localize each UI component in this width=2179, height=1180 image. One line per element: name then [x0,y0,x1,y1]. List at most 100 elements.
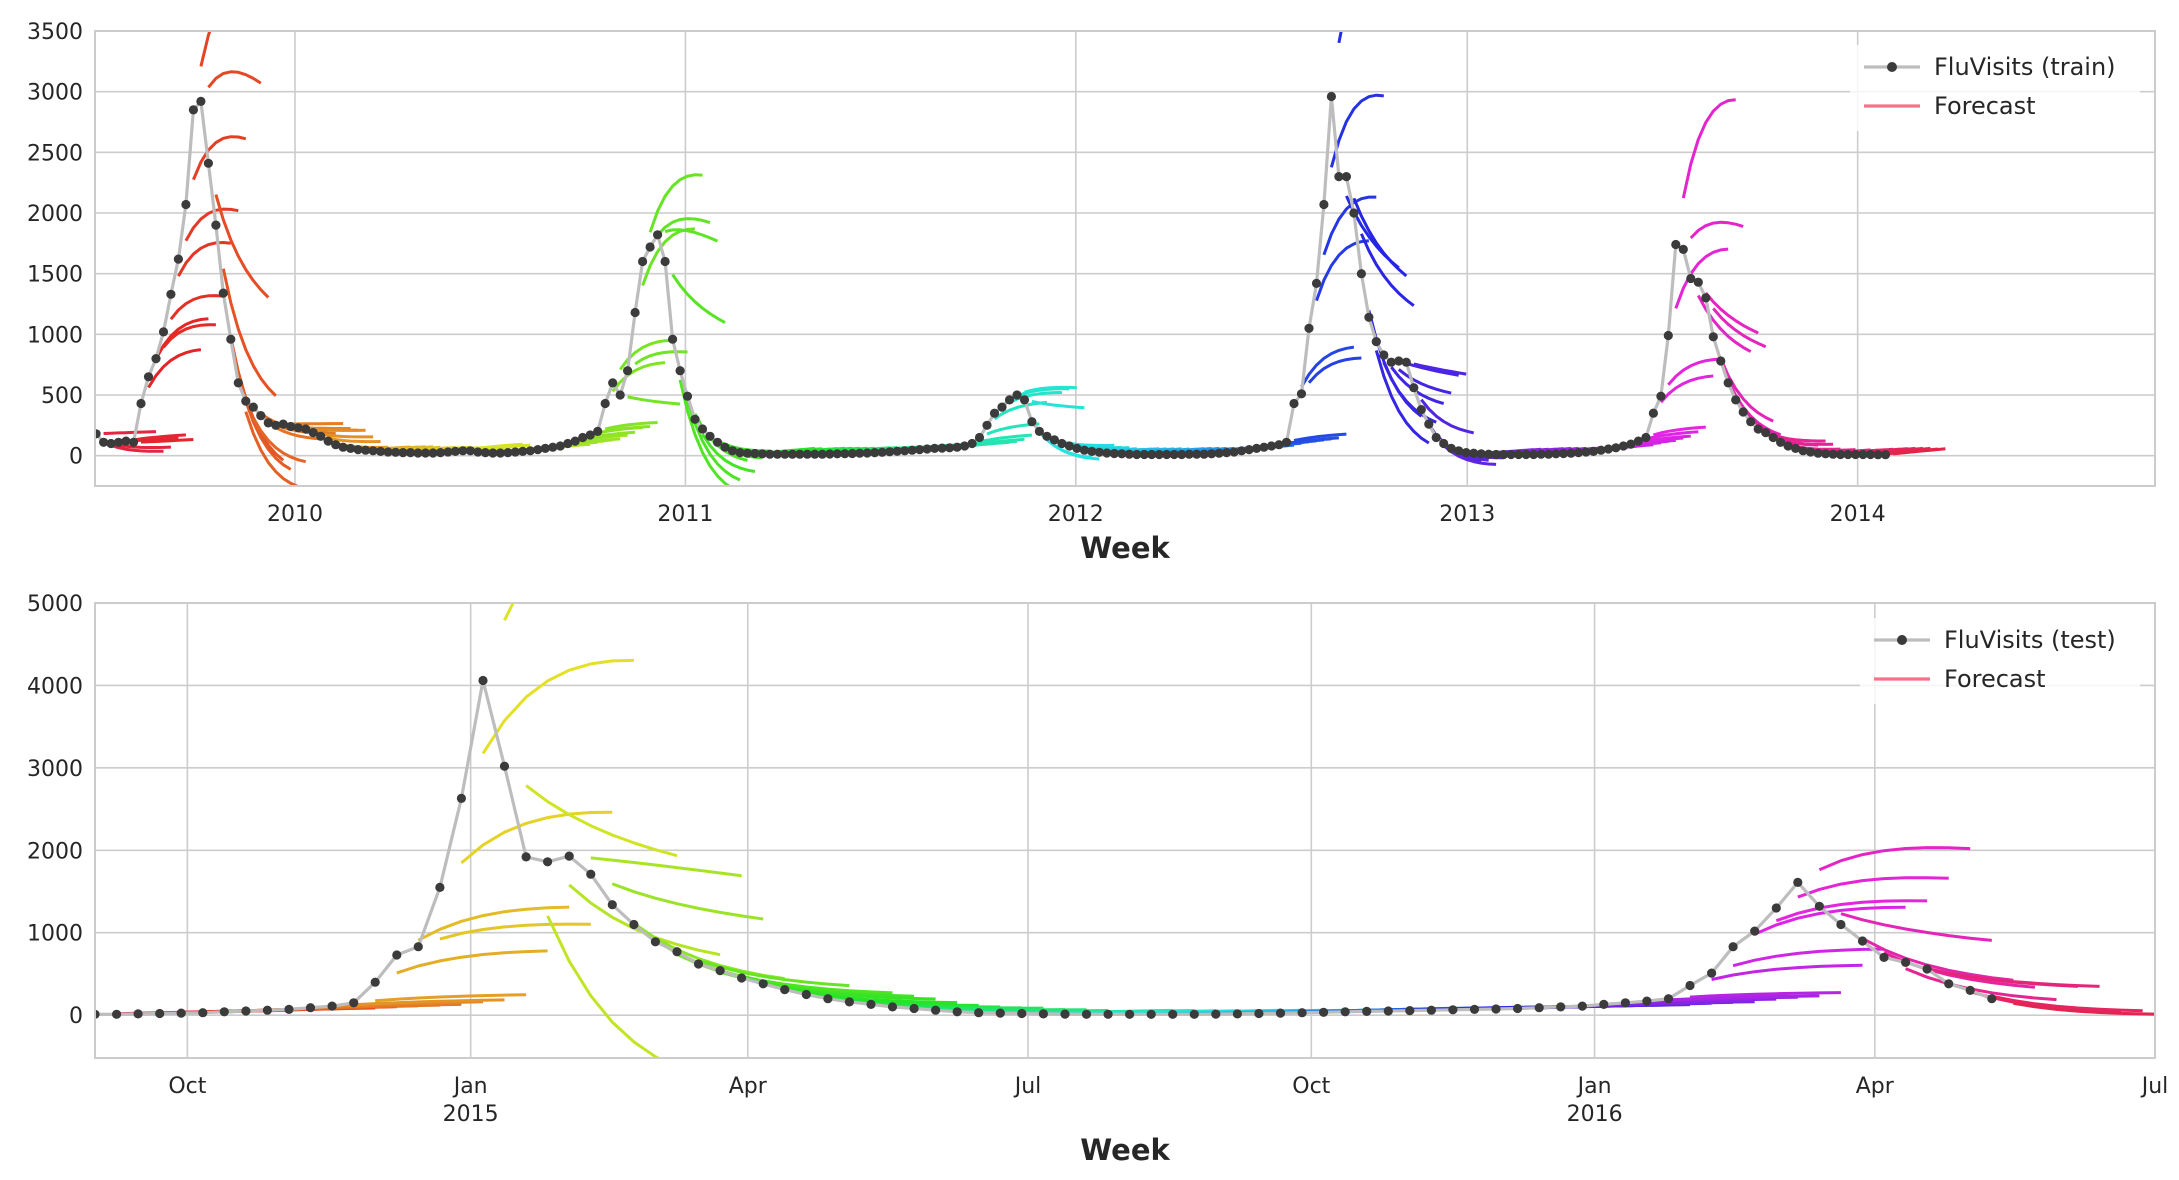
observed-point [376,446,386,456]
observed-series [95,91,1891,460]
observed-point [113,437,124,447]
observed-point [1222,448,1232,458]
forecast-line [375,993,527,1003]
observed-point [1401,357,1411,367]
observed-point [1049,435,1059,445]
observed-point [1793,877,1803,888]
observed-point [1484,449,1494,459]
observed-point [1738,407,1748,417]
observed-point [1536,449,1546,459]
observed-point [198,1008,208,1018]
observed-point [1611,443,1621,453]
observed-point [1266,441,1277,451]
observed-point [847,448,857,459]
observed-point [930,443,940,453]
observed-point [578,432,588,443]
observed-point [982,420,992,430]
forecast-line [1397,368,1452,395]
forecast-line [525,784,678,858]
observed-point [1252,443,1262,453]
observed-point [586,869,596,879]
observed-point [1102,448,1112,458]
observed-point [370,977,380,987]
observed-point [1424,419,1434,429]
y-tick-label: 1000 [27,323,83,348]
observed-point [278,419,288,429]
observed-point [540,443,550,453]
observed-point [1117,449,1127,459]
x-tick-label: Apr [729,1074,768,1099]
observed-point [931,1005,941,1015]
observed-point [623,366,633,376]
observed-point [1184,449,1194,459]
observed-point [1383,1006,1393,1016]
observed-point [1042,431,1052,441]
observed-point [1491,449,1501,460]
observed-point [181,199,191,210]
forecast-line [1413,362,1467,376]
plot-frame [94,30,2156,487]
observed-point [256,411,266,421]
observed-point [1409,383,1419,393]
legend-background [1850,45,2140,131]
forecast-line [327,436,381,444]
observed-point [1663,330,1673,341]
observed-point [1189,1009,1199,1019]
forecast-line [648,173,703,233]
observed-point [391,447,401,457]
forecast-line [1293,432,1347,442]
observed-point [638,256,648,267]
observed-point [937,443,947,453]
observed-point [974,432,985,443]
observed-point [121,436,131,446]
forecast-line [1668,994,1820,1002]
observed-point [1416,405,1426,415]
observed-point [563,438,573,449]
y-tick-label: 0 [69,1004,83,1029]
forecast-line [140,438,194,444]
forecast-line [1031,400,1085,410]
observed-point [1588,446,1599,456]
observed-point [1019,395,1030,405]
observed-point [922,444,932,454]
forecast-line [1732,947,1885,968]
observed-point [286,421,296,432]
observed-point [1177,449,1187,460]
observed-point [772,449,783,459]
observed-point [1371,337,1381,347]
observed-point [1768,432,1778,443]
observed-point [1094,447,1104,457]
observed-point [112,1009,122,1019]
observed-point [650,937,661,947]
observed-point [176,1008,186,1018]
observed-point [488,448,498,458]
observed-point [1364,312,1374,322]
forecast-line [353,998,505,1007]
forecast-line [546,915,662,1058]
observed-point [1275,1008,1286,1018]
observed-point [1405,1006,1415,1016]
observed-point [892,446,902,456]
observed-point [1750,926,1760,936]
observed-point [1596,445,1606,455]
forecast-line [971,437,1025,447]
observed-point [361,445,371,455]
observed-point [974,1008,984,1018]
observed-point [284,1004,294,1015]
observed-point [1599,999,1609,1010]
observed-point [1296,389,1307,399]
test-chart-panel: Oct Jan 2015 Apr Jul Oct Jan 2016 Apr Jul 0 1000 200… [27,592,2168,1167]
observed-point [1254,1008,1264,1019]
observed-point [323,436,333,446]
observed-point [1529,449,1539,460]
forecast-line [320,432,374,439]
observed-series [95,675,1997,1019]
observed-point [1274,440,1284,450]
forecast-line [1861,937,2014,982]
observed-point [1791,443,1801,453]
observed-point [271,420,281,430]
observed-point [802,449,812,459]
observed-point [1289,398,1299,409]
forecast-line [678,379,732,486]
